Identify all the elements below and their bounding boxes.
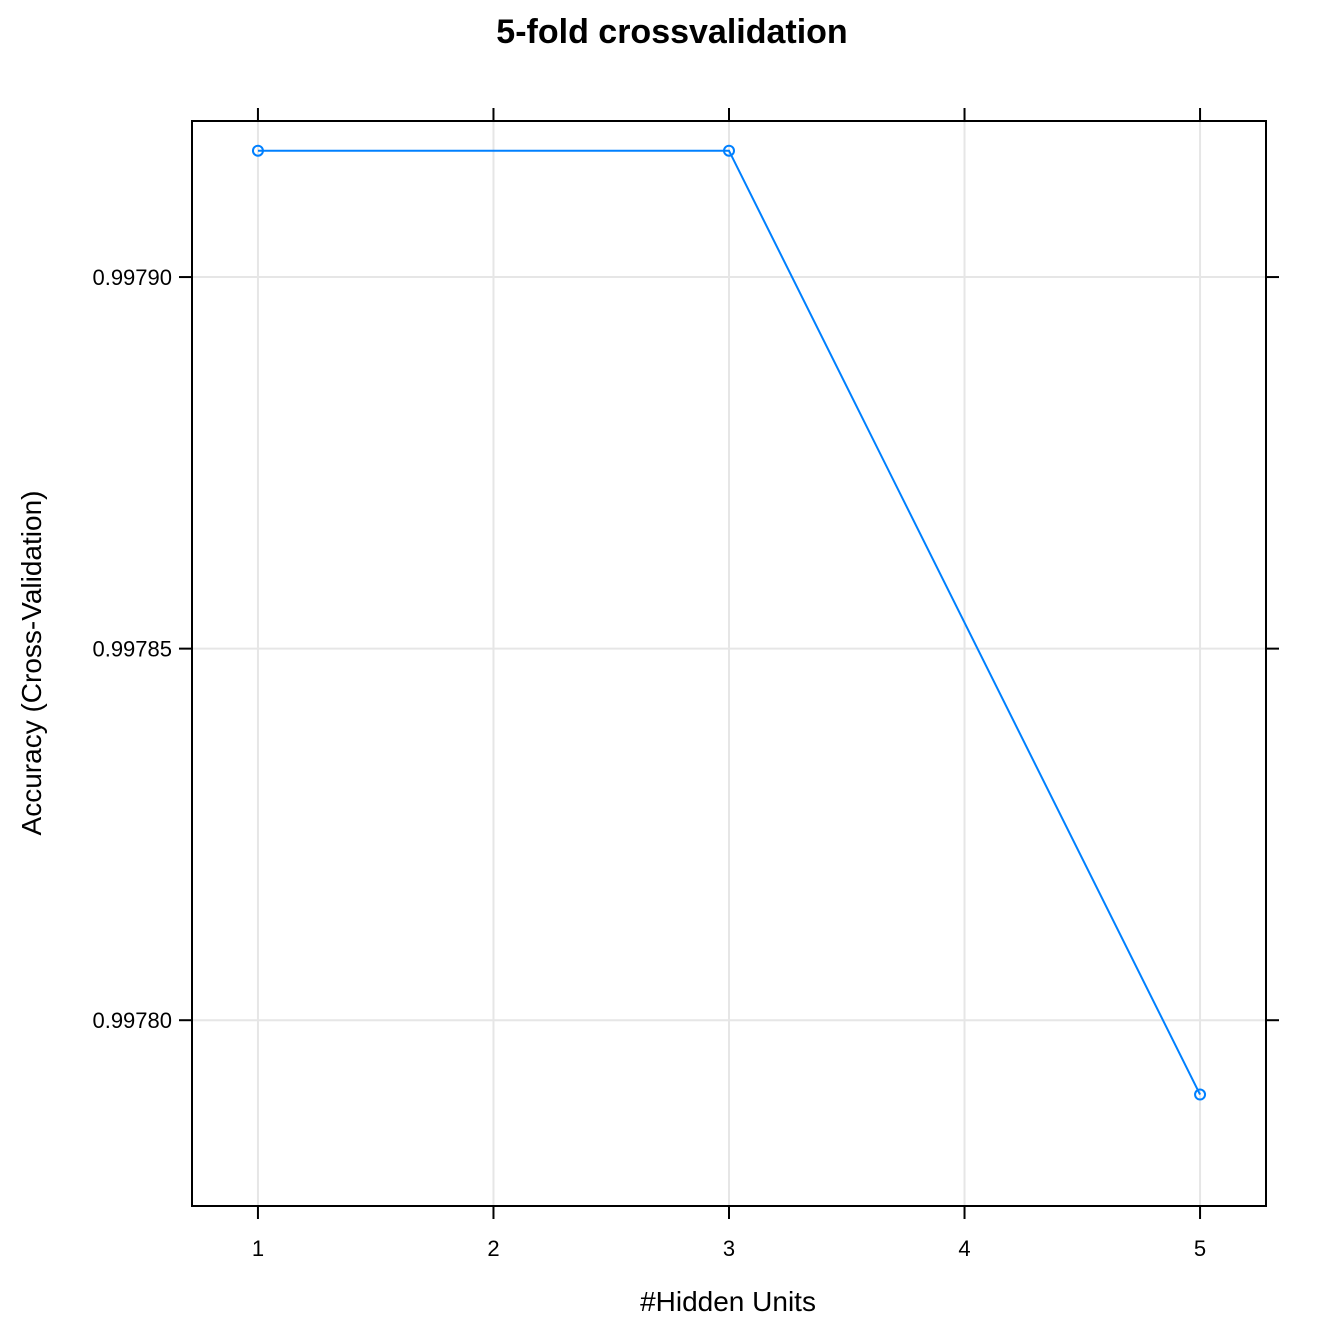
x-tick-label: 4 xyxy=(958,1236,970,1261)
grid xyxy=(192,121,1266,1206)
x-tick-label: 1 xyxy=(252,1236,264,1261)
y-tick-label: 0.99780 xyxy=(92,1008,172,1033)
y-tick-label: 0.99785 xyxy=(92,637,172,662)
x-tick-label: 2 xyxy=(487,1236,499,1261)
data-point xyxy=(1194,1088,1207,1101)
chart-title: 5-fold crossvalidation xyxy=(496,13,847,51)
series-line xyxy=(257,149,1201,1095)
data-point xyxy=(723,144,735,157)
x-tick-label: 5 xyxy=(1194,1236,1206,1261)
series xyxy=(251,144,1207,1101)
y-tick-label: 0.99790 xyxy=(92,265,172,290)
data-point xyxy=(251,144,264,157)
y-axis-label: Accuracy (Cross-Validation) xyxy=(16,491,47,836)
x-tick-label: 3 xyxy=(723,1236,735,1261)
x-axis-label: #Hidden Units xyxy=(640,1286,816,1317)
axis-ticks: 1 2 3 4 5 0.99780 0.99785 0.99790 xyxy=(92,108,1279,1261)
